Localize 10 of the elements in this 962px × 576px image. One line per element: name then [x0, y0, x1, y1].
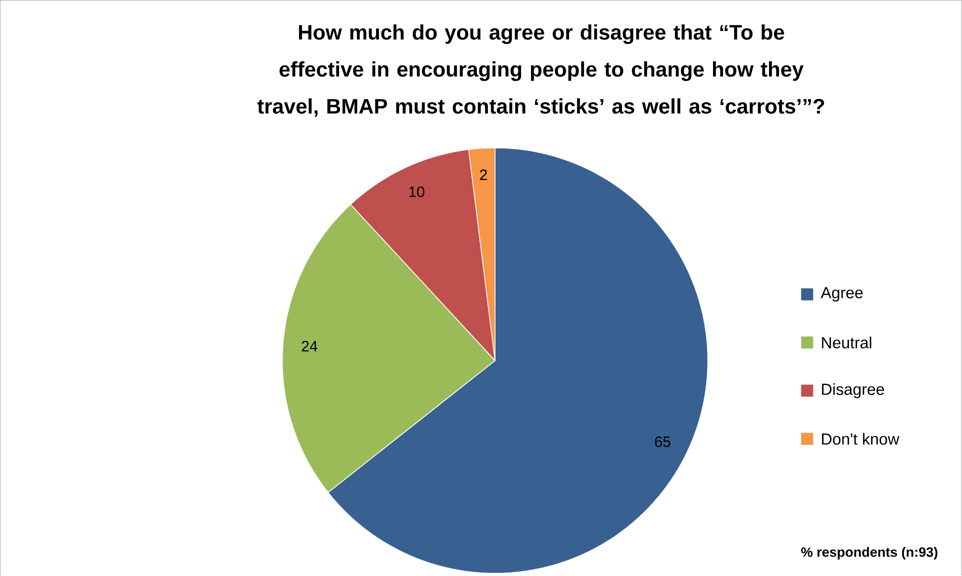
legend-label: Disagree	[822, 383, 884, 398]
legend-label: Neutral	[822, 336, 872, 349]
chart-title: How much do you agree or disagree that “To be effective in encouraging people to change how they travel, BMAP must contain ‘sticks’ as well as ‘carrots’”?	[257, 24, 824, 117]
legend-label: Agree	[820, 287, 863, 302]
data-label: 10	[409, 186, 424, 198]
text: % respondents (n:93)	[801, 547, 938, 560]
data-label: 24	[302, 341, 318, 352]
data-label: 2	[480, 170, 487, 180]
data-label: 65	[655, 436, 670, 448]
legend-label: Don't know	[822, 433, 900, 445]
